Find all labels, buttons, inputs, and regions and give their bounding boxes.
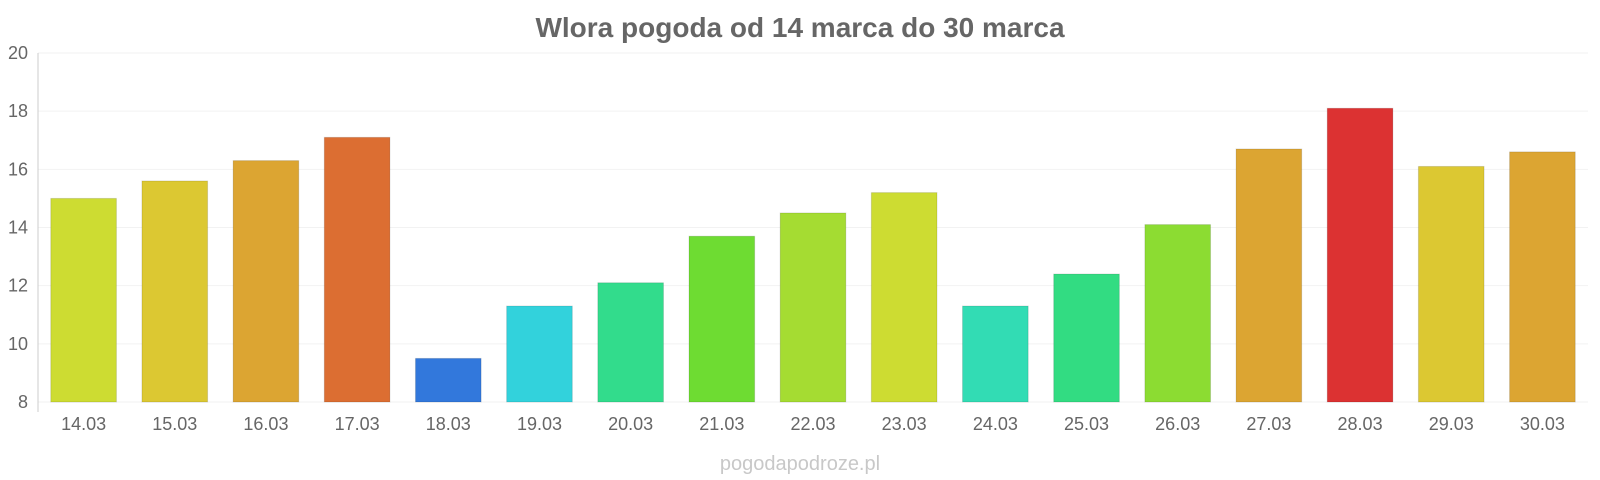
x-tick-label: 25.03 (1064, 414, 1109, 434)
y-tick-label: 8 (18, 392, 28, 412)
x-tick-label: 28.03 (1338, 414, 1383, 434)
bar-28.03[interactable] (1326, 107, 1394, 403)
x-tick-label: 14.03 (61, 414, 106, 434)
y-tick-label: 20 (8, 43, 28, 63)
bar-30.03[interactable] (1509, 151, 1576, 403)
y-axis-tick-labels: 8 10 12 14 16 18 20 (8, 43, 28, 412)
bar-19.03[interactable] (506, 305, 573, 403)
x-tick-label: 19.03 (517, 414, 562, 434)
bar-20.03[interactable] (597, 282, 664, 403)
x-tick-label: 26.03 (1155, 414, 1200, 434)
y-tick-label: 14 (8, 218, 28, 238)
bar-27.03[interactable] (1235, 148, 1303, 403)
y-tick-label: 10 (8, 334, 28, 354)
chart-title: Wlora pogoda od 14 marca do 30 marca (535, 12, 1064, 43)
bar-25.03[interactable] (1053, 273, 1120, 403)
x-tick-label: 16.03 (243, 414, 288, 434)
x-tick-label: 17.03 (335, 414, 380, 434)
x-tick-label: 27.03 (1246, 414, 1291, 434)
x-tick-label: 22.03 (790, 414, 835, 434)
bars (50, 107, 1576, 403)
bar-17.03[interactable] (323, 136, 391, 403)
x-tick-label: 21.03 (699, 414, 744, 434)
x-tick-label: 15.03 (152, 414, 197, 434)
watermark: pogodapodroze.pl (720, 453, 880, 475)
x-tick-label: 29.03 (1429, 414, 1474, 434)
bar-16.03[interactable] (232, 160, 300, 403)
bar-18.03[interactable] (414, 357, 482, 403)
bar-24.03[interactable] (962, 305, 1029, 403)
x-tick-label: 18.03 (426, 414, 471, 434)
x-tick-label: 23.03 (882, 414, 927, 434)
x-axis-tick-labels: 14.03 15.03 16.03 17.03 18.03 19.03 20.03 21.03… (61, 414, 1565, 434)
x-tick-label: 30.03 (1520, 414, 1565, 434)
bar-22.03[interactable] (779, 212, 847, 403)
bar-15.03[interactable] (141, 180, 209, 403)
bar-23.03[interactable] (870, 192, 938, 403)
x-tick-label: 20.03 (608, 414, 653, 434)
bar-26.03[interactable] (1144, 224, 1212, 403)
bar-21.03[interactable] (688, 235, 756, 403)
bar-14.03[interactable] (50, 197, 117, 403)
x-tick-label: 24.03 (973, 414, 1018, 434)
y-tick-label: 12 (8, 276, 28, 296)
y-tick-label: 18 (8, 101, 28, 121)
y-tick-label: 16 (8, 159, 28, 179)
bar-29.03[interactable] (1417, 165, 1485, 403)
